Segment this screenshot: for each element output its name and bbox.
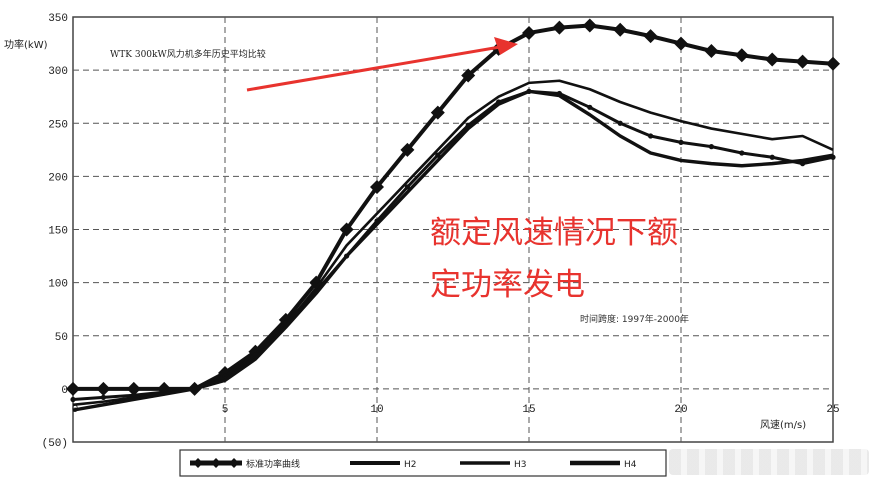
y-tick-label: 100	[48, 279, 68, 291]
data-point	[648, 133, 654, 139]
x-tick-label: 10	[370, 404, 383, 416]
y-tick-label: 0	[61, 385, 68, 397]
y-tick-label: (50)	[42, 438, 68, 450]
series-group	[66, 18, 840, 412]
x-tick-labels: 0 5 10 15 20 25	[72, 404, 840, 416]
legend-label-1: 标准功率曲线	[246, 458, 300, 470]
data-point	[678, 139, 684, 145]
y-tick-label: 50	[55, 332, 68, 344]
x-tick-label: 25	[826, 404, 839, 416]
data-point	[552, 20, 567, 35]
legend-marker	[211, 458, 221, 468]
data-point	[795, 54, 810, 69]
data-point	[587, 104, 593, 110]
data-point	[582, 18, 597, 33]
data-point	[522, 25, 536, 40]
data-point	[800, 161, 806, 167]
y-tick-label: 200	[48, 172, 68, 184]
legend: 标准功率曲线 H2 H3 H4	[179, 449, 667, 477]
data-point	[617, 120, 623, 126]
legend-marker	[229, 458, 239, 468]
data-point	[339, 222, 354, 237]
legend-label-3: H3	[514, 460, 527, 470]
data-point	[100, 394, 106, 400]
data-point	[643, 29, 658, 44]
annotation-line-2: 定功率发电	[430, 267, 585, 303]
watermark-blur	[669, 449, 869, 475]
chart-title: WTK 300kW风力机多年历史平均比较	[110, 48, 266, 60]
data-point	[613, 22, 628, 37]
data-point	[435, 152, 441, 158]
data-point	[769, 154, 775, 160]
data-point	[826, 56, 840, 71]
annotation-line-1: 额定风速情况下额	[430, 215, 678, 251]
data-point	[708, 144, 715, 150]
data-point	[430, 105, 445, 120]
data-point	[66, 381, 80, 396]
data-point	[461, 68, 476, 83]
data-point	[704, 44, 719, 58]
arrow-head-icon	[494, 37, 518, 55]
legend-label-4: H4	[624, 460, 637, 470]
data-point	[734, 48, 749, 63]
x-tick-label: 5	[222, 404, 229, 416]
arrow-shaft	[246, 45, 501, 92]
data-point	[674, 36, 688, 51]
legend-marker	[193, 458, 203, 468]
data-point	[70, 396, 76, 403]
x-tick-label: 20	[674, 404, 687, 416]
time-range-note: 时间跨度: 1997年-2000年	[580, 313, 689, 325]
data-point	[370, 180, 384, 194]
y-tick-label: 150	[48, 226, 68, 238]
series-line-1	[73, 23, 834, 391]
data-point	[126, 381, 141, 396]
y-tick-label: 350	[48, 13, 68, 25]
data-point	[400, 142, 415, 157]
red-arrow-annotation	[246, 37, 518, 92]
grid-lines	[73, 17, 833, 442]
y-tick-label: 300	[48, 66, 68, 78]
data-point	[739, 150, 745, 156]
x-tick-label: 15	[522, 404, 535, 416]
legend-label-2: H2	[404, 460, 417, 470]
y-tick-labels: (50) 0 50 100 150 200 250 300 350	[42, 13, 68, 450]
y-tick-label: 250	[48, 119, 68, 131]
data-point	[765, 52, 780, 67]
series-line-4	[72, 89, 834, 412]
y-axis-label: 功率(kW)	[4, 38, 48, 51]
x-axis-label: 风速(m/s)	[760, 419, 806, 431]
data-point	[96, 381, 111, 396]
data-point	[404, 184, 410, 190]
